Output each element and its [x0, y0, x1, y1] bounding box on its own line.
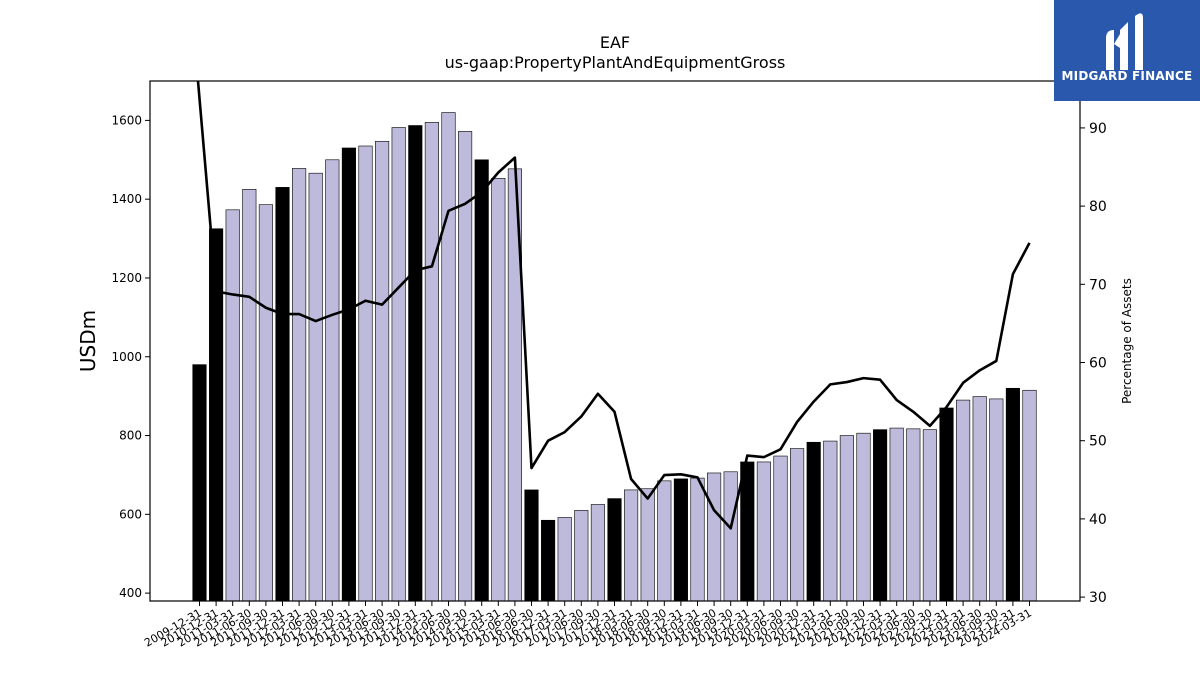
bar-2018-06-30 — [640, 488, 655, 602]
bar-2016-06-30 — [524, 489, 539, 602]
bar-2017-09-30 — [590, 504, 605, 602]
chart-title: EAF — [600, 33, 630, 52]
bar-2024-03-31 — [1022, 389, 1037, 602]
bar-2012-03-31 — [292, 168, 307, 602]
bar-2023-12-31 — [1005, 387, 1020, 602]
bar-2011-06-30 — [242, 189, 257, 602]
y2-tick-label: 40 — [1089, 512, 1107, 528]
bar-2013-09-30 — [391, 127, 406, 602]
bar-2009-12-31 — [192, 364, 207, 602]
midgard-logo-icon — [1106, 13, 1143, 70]
chart-subtitle: us-gaap:PropertyPlantAndEquipmentGross — [445, 53, 786, 72]
y2-tick-label: 50 — [1089, 434, 1107, 450]
bar-2021-03-31 — [823, 440, 838, 602]
bar-2012-12-31 — [341, 147, 356, 602]
bar-2014-12-31 — [474, 159, 489, 602]
bar-2015-03-31 — [491, 178, 506, 602]
y2-tick-label: 60 — [1089, 356, 1107, 372]
bar-2022-06-30 — [906, 428, 921, 602]
x-axis: 2009-12-312010-12-312011-03-312011-06-30… — [142, 601, 1034, 650]
y-tick-label: 400 — [119, 586, 142, 600]
bar-2020-03-31 — [756, 461, 771, 602]
bar-2019-12-31 — [740, 461, 755, 602]
y2-tick-label: 30 — [1089, 590, 1107, 606]
y2-axis: 30 40 50 60 70 80 90 — [1080, 121, 1107, 606]
bar-2023-03-31 — [956, 399, 971, 602]
bar-2022-12-31 — [939, 407, 954, 602]
bar-2014-03-31 — [424, 122, 439, 602]
bar-2019-09-30 — [723, 471, 738, 602]
bar-2020-12-31 — [806, 441, 821, 602]
bar-2012-06-30 — [308, 172, 323, 602]
y-tick-label: 1400 — [111, 192, 142, 206]
bar-2019-06-30 — [707, 472, 722, 602]
bar-2022-03-31 — [889, 427, 904, 602]
y-tick-label: 1600 — [111, 113, 142, 127]
bar-2012-09-30 — [325, 159, 340, 602]
bar-2018-09-30 — [657, 480, 672, 602]
bar-2013-12-31 — [408, 125, 423, 602]
y-tick-label: 1200 — [111, 271, 142, 285]
percentage-line — [196, 80, 1031, 530]
bar-2023-06-30 — [972, 396, 987, 602]
bar-2017-12-31 — [607, 498, 622, 602]
y-tick-label: 800 — [119, 429, 142, 443]
bar-2011-03-31 — [225, 209, 240, 602]
bar-2013-06-30 — [375, 140, 390, 602]
y-axis: 400 600 800 1000 1200 1400 1600 — [111, 113, 150, 600]
y2-tick-label: 80 — [1089, 199, 1107, 215]
bar-2011-12-31 — [275, 187, 290, 602]
bar-2021-06-30 — [839, 435, 854, 602]
bar-2020-09-30 — [790, 448, 805, 602]
line-group — [196, 80, 1031, 530]
bar-2017-06-30 — [574, 510, 589, 602]
bar-2014-06-30 — [441, 112, 456, 602]
bar-2017-03-31 — [557, 517, 572, 602]
bar-2023-09-30 — [989, 398, 1004, 602]
logo-text: MIDGARD FINANCE — [1061, 69, 1193, 83]
y2-tick-label: 90 — [1089, 121, 1107, 137]
bar-2021-09-30 — [856, 432, 871, 602]
bar-2020-06-30 — [773, 455, 788, 602]
bar-group — [192, 112, 1037, 602]
y-tick-label: 1000 — [111, 350, 142, 364]
bar-2016-12-31 — [541, 519, 556, 602]
bar-2018-12-31 — [673, 478, 688, 602]
y2-axis-label: Percentage of Assets — [1120, 278, 1134, 404]
midgard-finance-logo: MIDGARD FINANCE — [1054, 0, 1200, 101]
bar-2013-03-31 — [358, 145, 373, 602]
bar-2018-03-31 — [624, 489, 639, 602]
bar-2022-09-30 — [922, 429, 937, 602]
y2-tick-label: 70 — [1089, 277, 1107, 293]
bar-2019-03-31 — [690, 477, 705, 602]
bar-2011-09-30 — [258, 204, 273, 602]
bar-2021-12-31 — [873, 429, 888, 602]
y-axis-label: USDm — [76, 310, 100, 372]
y-tick-label: 600 — [119, 507, 142, 521]
